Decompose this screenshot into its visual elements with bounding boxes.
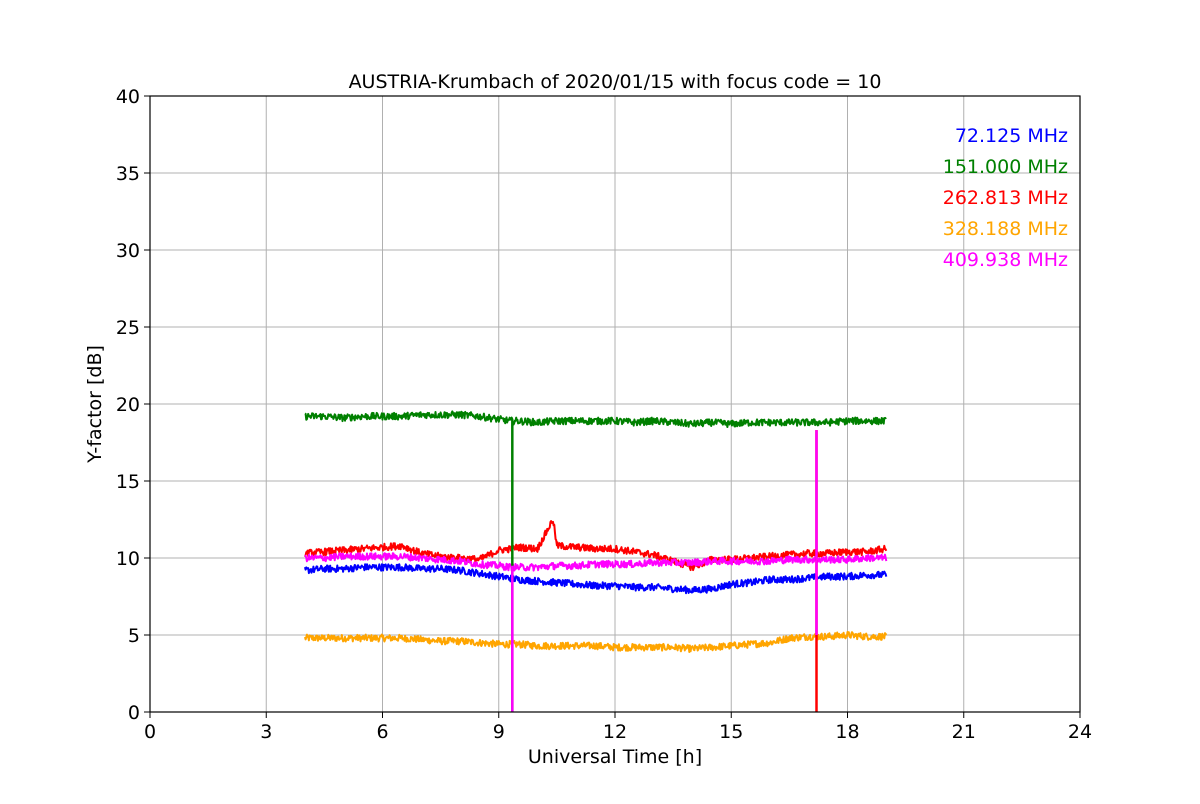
x-tick-label: 12 xyxy=(603,721,627,743)
y-tick-label: 0 xyxy=(128,702,140,724)
series-layer xyxy=(304,410,888,712)
legend-entry: 328.188 MHz xyxy=(943,218,1068,240)
y-tick-label: 30 xyxy=(116,240,140,262)
y-tick-label: 20 xyxy=(116,394,140,416)
y-tick-label: 5 xyxy=(128,625,140,647)
legend-entry: 151.000 MHz xyxy=(943,156,1068,178)
x-tick-label: 15 xyxy=(719,721,743,743)
legend-entry: 409.938 MHz xyxy=(943,249,1068,271)
x-tick-label: 24 xyxy=(1068,721,1092,743)
x-tick-label: 0 xyxy=(144,721,156,743)
y-tick-label: 40 xyxy=(116,86,140,108)
x-axis-ticks: 0 3 6 9 12 15 18 21 24 xyxy=(144,712,1092,743)
series-line xyxy=(304,552,888,572)
x-tick-label: 6 xyxy=(376,721,388,743)
series-line xyxy=(304,631,888,653)
y-tick-label: 35 xyxy=(116,163,140,185)
y-tick-label: 15 xyxy=(116,471,140,493)
legend-entry: 262.813 MHz xyxy=(943,187,1068,209)
x-tick-label: 9 xyxy=(493,721,505,743)
legend-entry: 72.125 MHz xyxy=(955,125,1068,147)
legend: 72.125 MHz 151.000 MHz 262.813 MHz 328.188 … xyxy=(943,125,1068,271)
y-tick-label: 10 xyxy=(116,548,140,570)
y-tick-label: 25 xyxy=(116,317,140,339)
series-line xyxy=(304,563,888,595)
y-axis-label: Y-factor [dB] xyxy=(84,345,106,464)
y-axis-ticks: 0 5 10 15 20 25 30 35 40 xyxy=(116,86,150,724)
x-axis-label: Universal Time [h] xyxy=(528,746,702,768)
x-tick-label: 21 xyxy=(952,721,976,743)
series-line xyxy=(304,410,887,428)
chart-title: AUSTRIA-Krumbach of 2020/01/15 with focu… xyxy=(349,71,882,93)
series-line xyxy=(304,520,888,572)
x-tick-label: 3 xyxy=(260,721,272,743)
x-tick-label: 18 xyxy=(835,721,859,743)
